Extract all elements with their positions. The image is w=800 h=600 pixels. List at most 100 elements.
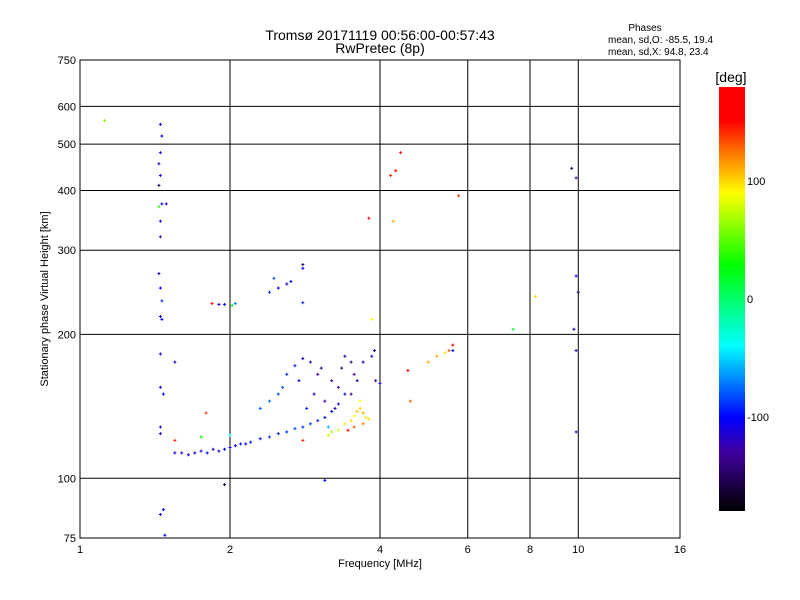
data-point bbox=[199, 449, 203, 453]
y-axis-ticks: 75 100 200 300 400 500 600 750 bbox=[58, 55, 76, 545]
data-point bbox=[443, 351, 447, 355]
data-point bbox=[308, 360, 312, 364]
x-axis-label: Frequency [MHz] bbox=[338, 558, 422, 570]
y-tick-label: 200 bbox=[58, 329, 76, 341]
data-point bbox=[289, 280, 293, 284]
stats-heading: Phases bbox=[628, 23, 661, 34]
data-point bbox=[233, 444, 237, 448]
data-point bbox=[316, 419, 320, 423]
data-point bbox=[301, 266, 305, 270]
data-point bbox=[272, 276, 276, 280]
data-point bbox=[336, 385, 340, 389]
data-point bbox=[204, 411, 208, 415]
data-point bbox=[157, 205, 161, 209]
chart-title: Tromsø 20171119 00:56:00-00:57:43 bbox=[265, 27, 495, 43]
data-point bbox=[570, 166, 574, 170]
data-point bbox=[211, 447, 215, 451]
data-point bbox=[180, 451, 184, 455]
data-point bbox=[157, 183, 161, 187]
x-axis-ticks: 1 2 4 6 8 10 16 bbox=[77, 544, 686, 556]
data-point bbox=[205, 451, 209, 455]
y-tick-label: 300 bbox=[58, 245, 76, 257]
colorbar bbox=[719, 87, 745, 511]
data-point bbox=[161, 392, 165, 396]
data-point bbox=[301, 357, 305, 361]
data-point bbox=[346, 428, 350, 432]
data-point bbox=[316, 372, 320, 376]
data-point bbox=[312, 392, 316, 396]
x-tick-label: 8 bbox=[527, 544, 533, 556]
data-point bbox=[373, 349, 377, 353]
data-point bbox=[572, 327, 576, 331]
data-point bbox=[258, 406, 262, 410]
data-point bbox=[233, 302, 237, 306]
data-point bbox=[276, 286, 280, 290]
data-point bbox=[297, 379, 301, 383]
data-point bbox=[352, 414, 356, 418]
data-point bbox=[330, 430, 334, 434]
data-point bbox=[157, 272, 161, 276]
data-point bbox=[267, 435, 271, 439]
data-point bbox=[193, 451, 197, 455]
y-tick-label: 75 bbox=[64, 533, 76, 545]
data-point bbox=[164, 202, 168, 206]
data-point bbox=[186, 453, 190, 457]
data-point bbox=[158, 425, 162, 429]
data-point bbox=[336, 402, 340, 406]
data-point bbox=[173, 451, 177, 455]
data-point bbox=[199, 435, 203, 439]
data-point bbox=[158, 173, 162, 177]
data-point bbox=[258, 437, 262, 441]
data-point bbox=[230, 303, 234, 307]
data-point bbox=[161, 508, 165, 512]
x-tick-label: 10 bbox=[572, 544, 584, 556]
data-point bbox=[435, 354, 439, 358]
data-point bbox=[239, 442, 243, 446]
data-point bbox=[160, 134, 164, 138]
data-point bbox=[158, 352, 162, 356]
data-point bbox=[361, 360, 365, 364]
data-point bbox=[330, 379, 334, 383]
data-point bbox=[319, 366, 323, 370]
chart-subtitle: RwPretec (8p) bbox=[335, 40, 424, 56]
x-tick-label: 16 bbox=[674, 544, 686, 556]
data-point bbox=[301, 301, 305, 305]
data-point bbox=[301, 263, 305, 267]
data-point bbox=[103, 119, 107, 123]
data-point bbox=[228, 433, 232, 437]
stats-x-mode: mean, sd,X: 94.8, 23.4 bbox=[608, 47, 709, 58]
data-point bbox=[358, 399, 362, 403]
data-point bbox=[352, 372, 356, 376]
data-point bbox=[576, 290, 580, 294]
stats-o-mode: mean, sd,O: -85.5, 19.4 bbox=[608, 35, 713, 46]
data-point bbox=[343, 392, 347, 396]
data-point bbox=[378, 381, 382, 385]
data-point bbox=[336, 428, 340, 432]
data-point bbox=[389, 173, 393, 177]
data-point bbox=[301, 438, 305, 442]
data-point bbox=[158, 235, 162, 239]
data-point bbox=[574, 176, 578, 180]
x-tick-label: 2 bbox=[227, 544, 233, 556]
data-point bbox=[323, 399, 327, 403]
data-point bbox=[355, 409, 359, 413]
data-point bbox=[158, 122, 162, 126]
colorbar-label: [deg] bbox=[715, 69, 746, 85]
data-point bbox=[293, 364, 297, 368]
data-point bbox=[326, 433, 330, 437]
data-point bbox=[367, 216, 371, 220]
data-point bbox=[408, 399, 412, 403]
data-point bbox=[361, 422, 365, 426]
data-point bbox=[574, 430, 578, 434]
data-point bbox=[281, 385, 285, 389]
data-point bbox=[160, 317, 164, 321]
data-point bbox=[223, 483, 227, 487]
data-point bbox=[217, 302, 221, 306]
data-point bbox=[228, 445, 232, 449]
data-point bbox=[223, 447, 227, 451]
data-point bbox=[158, 512, 162, 516]
x-tick-label: 1 bbox=[77, 544, 83, 556]
data-points bbox=[103, 119, 580, 537]
data-point bbox=[244, 442, 248, 446]
data-point bbox=[285, 430, 289, 434]
